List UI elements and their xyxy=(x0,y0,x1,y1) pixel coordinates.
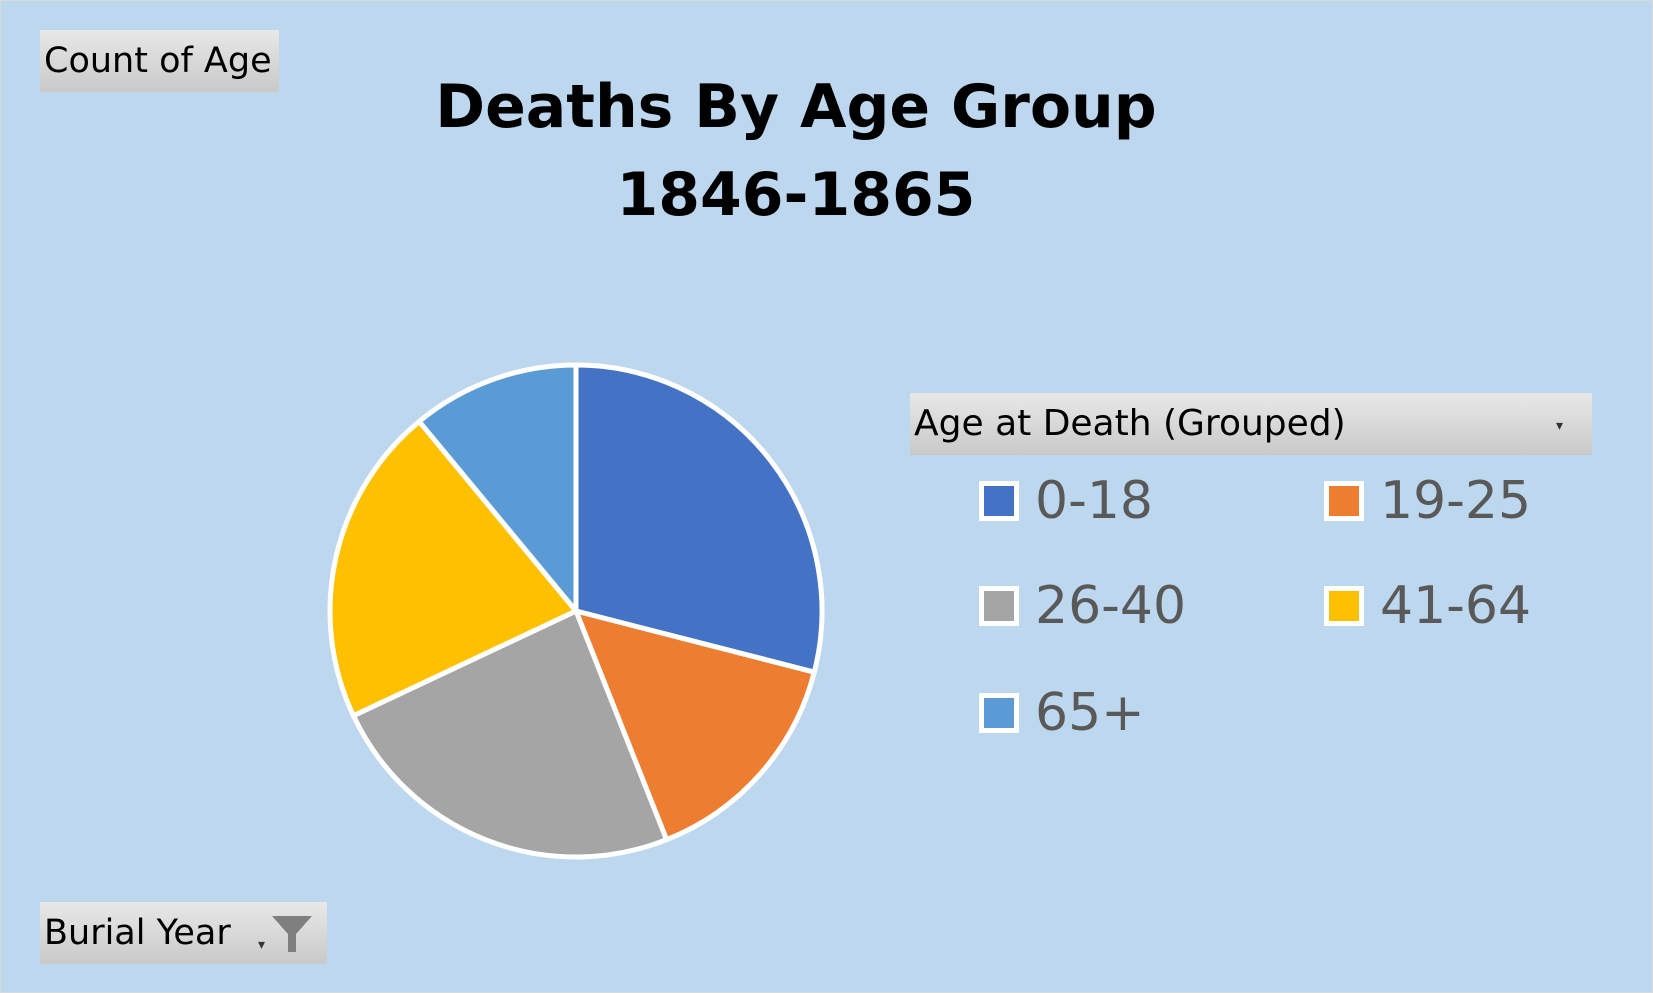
filter-field-label: Burial Year xyxy=(44,913,231,953)
filter-field-button[interactable]: Burial Year ▾ xyxy=(40,902,327,964)
legend-swatch xyxy=(979,693,1019,733)
legend-label: 19-25 xyxy=(1380,471,1532,531)
legend-field-button[interactable]: Age at Death (Grouped) ▾ xyxy=(910,393,1592,455)
legend-swatch xyxy=(1324,481,1364,521)
chevron-down-icon[interactable]: ▾ xyxy=(1556,418,1564,434)
legend-label: 65+ xyxy=(1035,683,1145,743)
legend-field-label: Age at Death (Grouped) xyxy=(914,403,1346,444)
chart-title-line-1: Deaths By Age Group xyxy=(435,72,1157,142)
legend-swatch xyxy=(1324,586,1364,626)
values-field-label: Count of Age xyxy=(44,41,272,81)
legend-swatch xyxy=(979,481,1019,521)
legend-item-0-18[interactable]: 0-18 xyxy=(979,471,1153,531)
pie-slice-41-64[interactable] xyxy=(327,418,579,719)
pie-chart xyxy=(327,362,825,860)
legend-label: 0-18 xyxy=(1035,471,1154,531)
pie-slice-19-25[interactable] xyxy=(573,608,817,843)
pie-slice-0-18[interactable] xyxy=(573,362,825,675)
legend-label: 26-40 xyxy=(1035,576,1187,636)
chart-title-line-2: 1846-1865 xyxy=(616,160,976,230)
chart-legend: 0-18 19-25 26-40 41-64 65+ xyxy=(979,471,1599,771)
legend-swatch xyxy=(979,586,1019,626)
pie-slice-65+[interactable] xyxy=(416,362,579,614)
legend-item-19-25[interactable]: 19-25 xyxy=(1324,471,1531,531)
funnel-icon[interactable] xyxy=(270,914,314,954)
legend-item-41-64[interactable]: 41-64 xyxy=(1324,576,1531,636)
legend-item-26-40[interactable]: 26-40 xyxy=(979,576,1186,636)
values-field-button[interactable]: Count of Age xyxy=(40,30,279,92)
pie-slice-26-40[interactable] xyxy=(350,608,670,860)
legend-item-65+[interactable]: 65+ xyxy=(979,683,1145,743)
chevron-down-icon[interactable]: ▾ xyxy=(258,937,266,953)
pie-plot-area xyxy=(321,356,831,866)
legend-label: 41-64 xyxy=(1380,576,1532,636)
chart-title: Deaths By Age Group 1846-1865 xyxy=(1,63,1591,239)
